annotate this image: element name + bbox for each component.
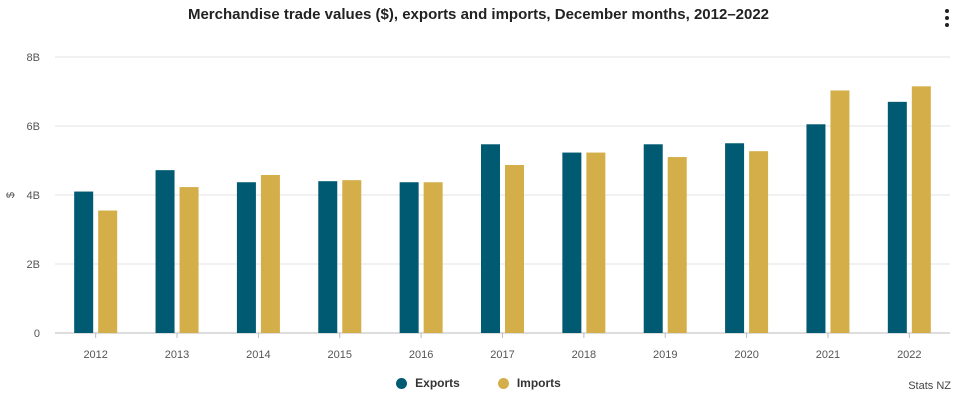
bar-exports-2014	[236, 182, 256, 333]
x-tick-label: 2014	[246, 349, 270, 361]
bar-imports-2020	[749, 151, 769, 333]
y-tick-label: 0	[34, 328, 40, 340]
bar-imports-2015	[342, 180, 362, 333]
bar-exports-2019	[643, 144, 663, 333]
y-axis-label: $	[5, 192, 17, 198]
x-tick-label: 2020	[734, 349, 758, 361]
bar-exports-2020	[725, 143, 745, 333]
y-tick-label: 6B	[27, 121, 40, 133]
y-tick-label: 2B	[27, 259, 40, 271]
legend-item-imports[interactable]: Imports	[497, 376, 561, 390]
bar-exports-2017	[481, 144, 500, 333]
x-tick-label: 2021	[816, 349, 840, 361]
bar-imports-2018	[586, 152, 606, 333]
bar-exports-2015	[318, 181, 338, 333]
bar-exports-2018	[562, 152, 582, 333]
x-tick-label: 2019	[653, 349, 677, 361]
x-tick-label: 2015	[328, 349, 352, 361]
bar-imports-2021	[830, 90, 850, 333]
legend-swatch-imports	[497, 377, 509, 389]
legend-label-exports: Exports	[415, 376, 460, 390]
legend-label-imports: Imports	[516, 376, 561, 390]
chart-legend: Exports Imports	[0, 376, 957, 390]
x-tick-label: 2017	[490, 349, 514, 361]
bar-exports-2013	[155, 170, 175, 333]
x-tick-label: 2016	[409, 349, 433, 361]
legend-swatch-exports	[396, 377, 408, 389]
bar-imports-2017	[505, 164, 524, 333]
menu-dot	[945, 23, 949, 27]
bar-exports-2021	[806, 124, 826, 334]
x-tick-label: 2012	[83, 349, 107, 361]
bar-imports-2013	[179, 187, 199, 333]
bar-imports-2014	[260, 174, 280, 333]
bar-exports-2022	[887, 101, 907, 333]
menu-dot	[945, 9, 949, 13]
bar-imports-2019	[667, 157, 687, 333]
y-tick-label: 8B	[27, 52, 40, 64]
legend-item-exports[interactable]: Exports	[396, 376, 460, 390]
chart-title: Merchandise trade values ($), exports an…	[187, 6, 770, 23]
bar-exports-2012	[74, 191, 94, 333]
x-tick-label: 2013	[165, 349, 189, 361]
bar-imports-2016	[423, 182, 443, 333]
vertical-ellipsis-icon[interactable]	[943, 9, 951, 27]
menu-dot	[945, 16, 949, 20]
y-tick-label: 4B	[27, 190, 40, 202]
x-tick-label: 2022	[897, 349, 921, 361]
source-credit: Stats NZ	[908, 380, 951, 392]
bar-imports-2022	[911, 86, 931, 333]
bar-exports-2016	[399, 182, 419, 333]
x-tick-label: 2018	[572, 349, 596, 361]
bar-imports-2012	[98, 210, 118, 333]
